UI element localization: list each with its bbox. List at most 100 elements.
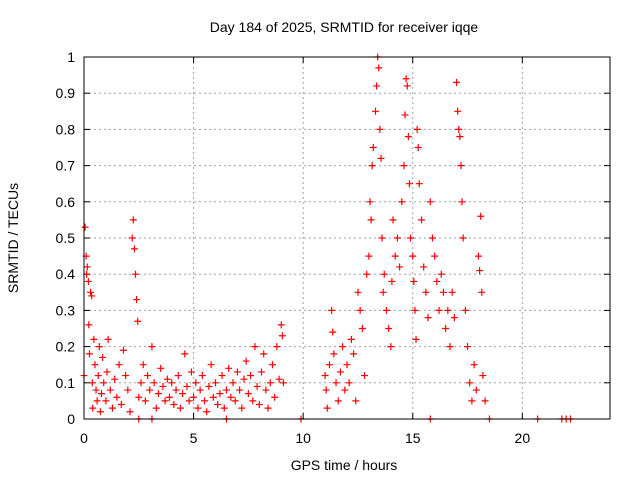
data-point: [385, 325, 393, 332]
data-point: [409, 252, 417, 260]
data-point: [95, 343, 103, 351]
data-point: [329, 328, 337, 336]
data-point: [332, 379, 340, 387]
data-point: [152, 404, 160, 412]
data-point: [258, 368, 266, 376]
data-point: [163, 375, 171, 383]
data-point: [368, 162, 376, 170]
data-point: [411, 306, 419, 314]
data-point: [341, 386, 349, 394]
data-point: [133, 296, 141, 304]
data-point: [247, 372, 255, 380]
data-point: [172, 386, 180, 394]
data-point: [418, 216, 426, 224]
data-point: [102, 397, 110, 405]
y-axis-label: SRMTID / TECUs: [5, 183, 21, 293]
data-point: [255, 401, 263, 409]
data-point: [181, 350, 189, 358]
data-point: [196, 386, 204, 394]
data-point: [165, 393, 173, 401]
data-point: [412, 335, 420, 343]
x-tick-label: 0: [80, 430, 88, 446]
data-point: [382, 306, 390, 314]
data-point: [119, 346, 127, 354]
data-point: [85, 350, 93, 358]
data-point: [339, 343, 347, 351]
y-tick-label: 0: [67, 411, 75, 427]
data-point: [352, 397, 360, 405]
data-point: [428, 234, 436, 242]
data-point: [401, 111, 409, 119]
data-point: [99, 353, 107, 361]
data-point: [155, 390, 163, 398]
data-point: [98, 390, 106, 398]
data-point: [334, 397, 342, 405]
data-point: [365, 252, 373, 260]
data-point: [461, 306, 469, 314]
y-tick-label: 0.8: [56, 121, 76, 137]
data-point: [129, 216, 137, 224]
data-point: [266, 379, 274, 387]
data-point: [448, 288, 456, 296]
x-tick-label: 10: [295, 430, 311, 446]
data-point: [388, 277, 396, 285]
data-point: [400, 162, 408, 170]
data-point: [325, 361, 333, 369]
data-point: [369, 144, 377, 151]
data-point: [321, 372, 329, 380]
data-point: [356, 306, 364, 314]
data-point: [198, 372, 206, 380]
data-point: [403, 82, 411, 90]
data-point: [410, 277, 418, 285]
data-point: [201, 397, 209, 405]
data-point: [275, 375, 283, 383]
plot-frame: [83, 56, 611, 420]
data-point: [475, 252, 482, 260]
data-point: [454, 107, 462, 115]
data-point: [278, 332, 286, 340]
data-point: [240, 375, 248, 383]
data-point: [168, 379, 176, 387]
x-tick-label: 15: [405, 430, 421, 446]
data-point: [456, 133, 464, 141]
data-point: [262, 386, 270, 394]
data-point: [367, 216, 375, 224]
data-point: [251, 343, 259, 351]
data-point: [212, 379, 219, 387]
data-point: [214, 401, 222, 409]
data-point: [134, 317, 142, 325]
data-point: [380, 270, 388, 278]
data-point: [426, 198, 434, 206]
data-point: [141, 397, 149, 405]
data-point: [115, 361, 123, 369]
data-point: [135, 393, 143, 401]
data-point: [159, 382, 167, 390]
data-point: [398, 198, 406, 206]
y-tick-label: 0.6: [56, 194, 76, 210]
data-point: [222, 386, 230, 394]
data-point: [192, 379, 200, 387]
data-point: [422, 288, 430, 296]
data-point: [148, 343, 156, 351]
data-point: [190, 393, 198, 401]
data-point: [83, 263, 91, 271]
data-point: [205, 382, 213, 390]
data-point: [415, 180, 423, 188]
data-point: [375, 64, 383, 72]
data-point: [464, 343, 472, 351]
data-point: [481, 397, 489, 405]
data-point: [146, 386, 154, 394]
data-point: [468, 397, 476, 405]
data-point: [407, 234, 415, 242]
data-point: [361, 372, 369, 380]
data-point: [84, 277, 92, 285]
data-point: [371, 107, 379, 115]
data-point: [345, 379, 353, 387]
data-point: [170, 401, 178, 409]
y-tick-label: 1: [67, 49, 75, 65]
data-point: [91, 361, 99, 369]
data-point: [268, 361, 276, 369]
y-axis-ticks: 0 0.1 0.2 0.3 0.4 0.5 0.6 0.7 0.8 0.9 1: [56, 49, 610, 427]
data-point: [157, 364, 165, 372]
